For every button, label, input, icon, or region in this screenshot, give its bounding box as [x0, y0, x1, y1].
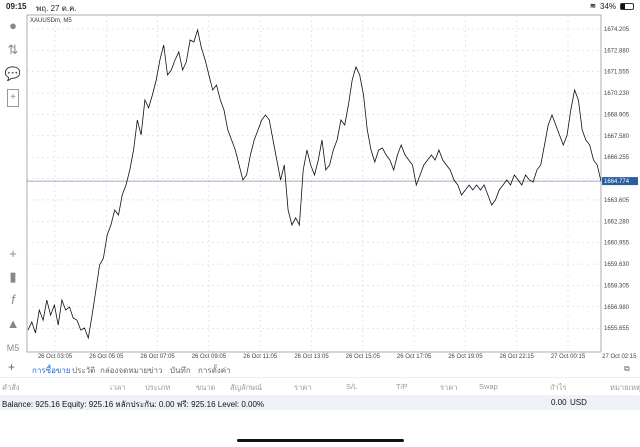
x-tick-label: 26 Oct 05:05 [89, 354, 124, 360]
col-price: ราคา [294, 383, 312, 392]
y-tick-label: 1666.255 [604, 155, 630, 161]
price-line [27, 28, 602, 340]
y-tick-label: 1670.230 [604, 91, 630, 97]
tab-journal[interactable]: บันทึก [170, 366, 191, 375]
x-tick-label: 26 Oct 07:05 [140, 354, 175, 360]
x-tick-label: 26 Oct 15:05 [346, 354, 381, 360]
crosshair-icon[interactable]: + [9, 246, 17, 261]
home-indicator[interactable] [237, 439, 404, 442]
chart-title: XAUUSDm, M5 [30, 18, 72, 24]
y-tick-label: 1668.905 [604, 112, 630, 118]
col-comment: หมายเหตุ [610, 383, 640, 392]
price-chart[interactable]: XAUUSDm, M5 1674.205 1672.880 1671.555 1670… [0, 0, 640, 360]
x-tick-label: 27 Oct 00:15 [551, 354, 586, 360]
timeframe-button[interactable]: M5 [6, 343, 20, 353]
objects-icon[interactable]: ▲ [6, 316, 20, 331]
profit-total: 0.00 [551, 398, 567, 407]
battery-percent: 34% [600, 2, 617, 11]
x-tick-label: 27 Oct 02:15 [602, 354, 637, 360]
col-order: คำสั่ง [2, 383, 20, 392]
current-price-tag [602, 177, 638, 186]
y-tick-label: 1659.630 [604, 262, 630, 268]
x-tick-label: 26 Oct 09:05 [192, 354, 227, 360]
y-tick-label: 1672.880 [604, 48, 630, 54]
col-symbol: สัญลักษณ์ [230, 383, 263, 392]
y-tick-label: 1674.205 [604, 27, 630, 33]
table-header: คำสั่ง เวลา ประเภท ขนาด สัญลักษณ์ ราคา S… [0, 380, 640, 394]
tab-trade[interactable]: การซื้อขาย [32, 366, 71, 375]
account-icon[interactable]: ● [9, 18, 17, 33]
left-toolbar: ● ⇅ 💬 + + ▮ f ▲ M5 [0, 14, 27, 358]
y-tick-label: 1655.655 [604, 326, 630, 332]
col-swap: Swap [479, 382, 498, 391]
current-price-label: 1664.774 [604, 179, 630, 185]
y-tick-label: 1671.555 [604, 70, 630, 76]
y-tick-label: 1667.580 [604, 134, 630, 140]
y-tick-label: 1658.305 [604, 283, 630, 289]
col-sl: S/L [346, 382, 358, 391]
trade-icon[interactable]: ⇅ [7, 42, 19, 57]
battery-icon [620, 3, 634, 10]
col-tp: T/P [396, 382, 408, 391]
x-tick-label: 26 Oct 13:05 [294, 354, 329, 360]
balance-row: Balance: 925.16 Equity: 925.16 หลักประกั… [0, 395, 640, 410]
y-tick-label: 1660.955 [604, 241, 630, 247]
tab-settings[interactable]: การตั้งค่า [198, 366, 231, 375]
status-time: 09:15 [6, 2, 27, 11]
tab-news[interactable]: ข่าว [148, 366, 163, 375]
indicator-icon[interactable]: f [11, 292, 15, 307]
wifi-icon: ≋ [590, 3, 596, 10]
bottom-tabs: + การซื้อขาย ประวัติ กล่องจดหมาย ข่าว บั… [0, 360, 640, 378]
y-tick-label: 1662.280 [604, 219, 630, 225]
y-tick-label: 1656.980 [604, 305, 630, 311]
col-profit: กำไร [550, 383, 567, 392]
currency: USD [570, 398, 587, 407]
col-type: ประเภท [145, 383, 171, 392]
x-tick-label: 26 Oct 17:05 [397, 354, 432, 360]
tab-mailbox[interactable]: กล่องจดหมาย [100, 366, 149, 375]
x-tick-label: 26 Oct 03:05 [38, 354, 73, 360]
chat-icon[interactable]: 💬 [4, 66, 22, 81]
add-button[interactable]: + [8, 360, 16, 374]
y-tick-label: 1663.605 [604, 198, 630, 204]
x-tick-label: 26 Oct 22:15 [500, 354, 535, 360]
layout-icon[interactable]: ⧉ [624, 364, 630, 373]
col-price-current: ราคา [440, 383, 458, 392]
chart-frame [26, 14, 602, 353]
x-tick-label: 26 Oct 19:05 [448, 354, 483, 360]
tab-history[interactable]: ประวัติ [72, 366, 96, 375]
balance-summary: Balance: 925.16 Equity: 925.16 หลักประกั… [2, 400, 265, 409]
new-order-icon[interactable]: + [7, 89, 19, 107]
col-volume: ขนาด [196, 383, 216, 392]
col-time: เวลา [110, 383, 126, 392]
x-tick-label: 26 Oct 11:05 [243, 354, 278, 360]
candlestick-icon[interactable]: ▮ [9, 269, 17, 284]
status-date: พฤ. 27 ต.ค. [36, 4, 77, 13]
